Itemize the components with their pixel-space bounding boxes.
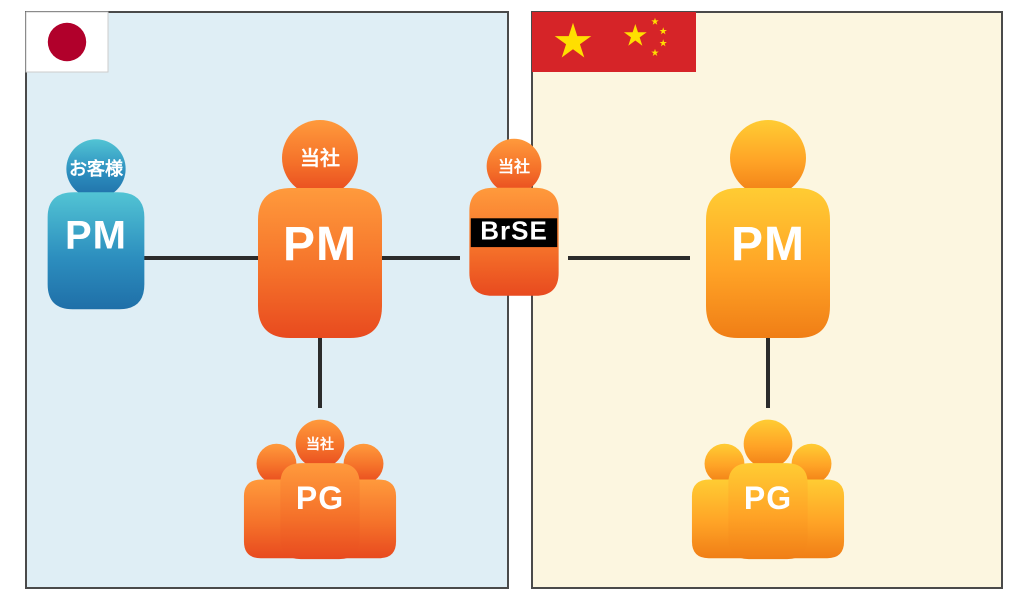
figure-offshore_pg-body-label: PG — [744, 480, 792, 516]
figure-brse-body-label: BrSE — [480, 216, 548, 246]
figure-our_pg-body-label: PG — [296, 480, 344, 516]
figure-customer_pm-head-label: お客様 — [69, 158, 124, 179]
figure-our_pm-head-label: 当社 — [300, 146, 340, 170]
figure-customer_pm-body-label: PM — [65, 213, 127, 257]
figure-offshore_pm-body-label: PM — [731, 218, 805, 271]
figure-our_pm-body-label: PM — [283, 218, 357, 271]
figure-our_pg-head-label: 当社 — [306, 436, 334, 452]
figure-brse-head-label: 当社 — [498, 157, 530, 176]
